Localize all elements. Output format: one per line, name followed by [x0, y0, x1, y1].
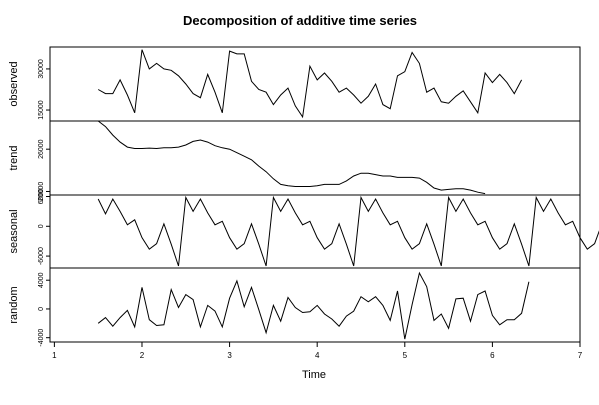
random-panel-frame	[49, 267, 581, 343]
panel-seasonal: -6000 0 6000 seasonal	[8, 189, 599, 269]
x-tick-label: 2	[140, 351, 145, 360]
seasonal-panel-label: seasonal	[8, 209, 20, 253]
seasonal-series-line	[97, 195, 599, 267]
random-ytick-label: 4000	[38, 272, 45, 288]
observed-series-line	[97, 49, 523, 119]
trend-series-line	[97, 120, 486, 195]
seasonal-ytick-label: 6000	[38, 189, 45, 205]
x-tick-label: 7	[578, 351, 583, 360]
chart-title: Decomposition of additive time series	[183, 13, 417, 28]
trend-panel-frame	[49, 120, 581, 196]
trend-ytick-label: 20000	[38, 182, 45, 202]
random-panel-label: random	[8, 286, 20, 323]
random-series-line	[97, 271, 530, 340]
panel-trend: 20000 26000 trend	[8, 120, 581, 202]
observed-ytick-label: 30000	[38, 59, 45, 79]
x-tick-label: 3	[227, 351, 232, 360]
random-ytick-label: 0	[38, 307, 45, 311]
observed-ytick-label: 15000	[38, 100, 45, 120]
random-ytick-label: -4000	[38, 329, 45, 347]
x-tick-label: 4	[315, 351, 320, 360]
panel-observed: 15000 30000 observed	[8, 46, 581, 122]
seasonal-ytick-label: -6000	[38, 247, 45, 265]
x-axis-label: Time	[302, 369, 326, 381]
observed-panel-frame	[49, 46, 581, 122]
trend-ytick-label: 26000	[38, 139, 45, 159]
x-tick-label: 6	[490, 351, 495, 360]
trend-panel-label: trend	[8, 145, 20, 170]
panel-random: -4000 0 4000 random	[8, 267, 581, 347]
x-tick-label: 1	[52, 351, 57, 360]
x-tick-label: 5	[403, 351, 408, 360]
panels-group: 15000 30000 observed 20000 26000 trend -6000 0 6…	[8, 46, 599, 347]
observed-panel-label: observed	[8, 61, 20, 106]
seasonal-ytick-label: 0	[38, 224, 45, 228]
seasonal-panel-frame	[49, 194, 581, 269]
x-axis: 1 2 3 4 5 6 7	[52, 341, 583, 360]
